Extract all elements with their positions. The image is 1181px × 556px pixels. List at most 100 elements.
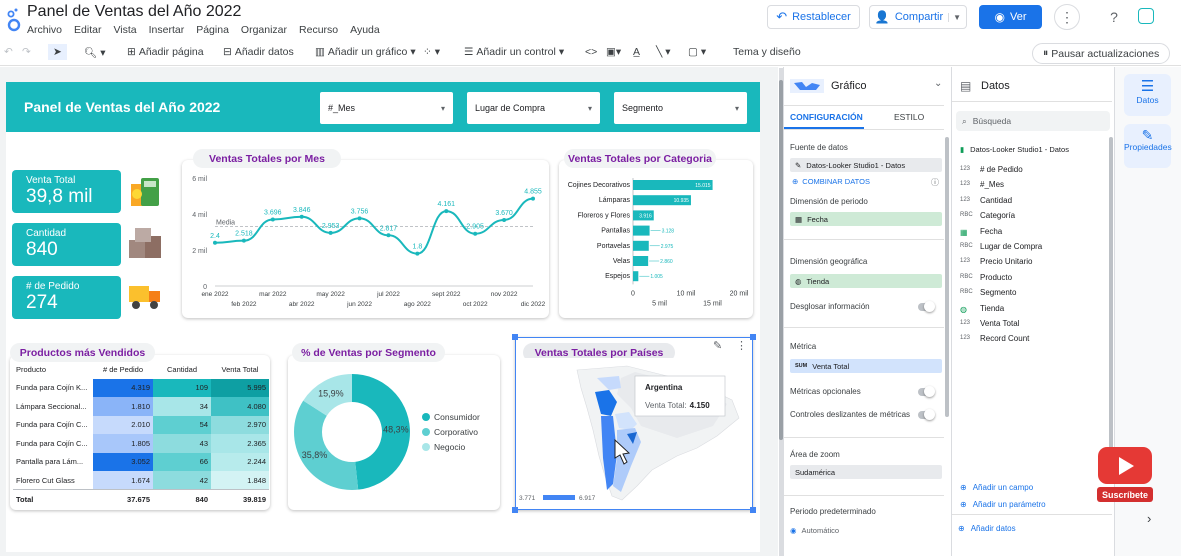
- menu-item[interactable]: Recurso: [299, 24, 339, 36]
- top-products-table[interactable]: Producto # de Pedido Cantidad Venta Tota…: [13, 360, 269, 508]
- panel-scrollbar[interactable]: [945, 137, 949, 417]
- filter-purchase-place[interactable]: Lugar de Compra ▾: [467, 92, 600, 124]
- column-header[interactable]: Cantidad: [166, 364, 198, 374]
- menu-item[interactable]: Vista: [113, 24, 137, 36]
- south-america-map[interactable]: Argentina Venta Total: 4.150 3.771 6.917: [517, 358, 752, 508]
- add-chart-button[interactable]: ▥ Añadir un gráfico ▾: [315, 46, 416, 58]
- subscribe-badge[interactable]: Suscríbete: [1097, 487, 1153, 502]
- zoom-area-select[interactable]: Sudamérica: [790, 465, 942, 479]
- tab-style[interactable]: ESTILO: [894, 112, 925, 122]
- chevron-down-icon[interactable]: ⌄: [934, 78, 943, 89]
- blend-data-button[interactable]: ⊕ COMBINAR DATOS: [792, 177, 870, 186]
- chart-icon: ▥: [315, 46, 325, 58]
- field-search-input[interactable]: ⌕ Búsqueda: [956, 111, 1110, 131]
- more-options-icon[interactable]: ⋮: [1054, 4, 1080, 30]
- data-source-chip[interactable]: ✎ Datos-Looker Studio1 - Datos: [790, 158, 942, 172]
- table-row[interactable]: Pantalla para Lám... 3.052 66 2.244: [13, 452, 269, 471]
- filter-segment[interactable]: Segmento ▾: [614, 92, 747, 124]
- field-item[interactable]: 123 #_Mes: [960, 180, 1005, 190]
- zoom-icon[interactable]: 🔍︎ ▾: [84, 47, 106, 59]
- add-parameter-button[interactable]: ⊕ Añadir un parámetro: [960, 500, 1046, 509]
- resize-handle[interactable]: [750, 334, 756, 340]
- tab-configuration[interactable]: CONFIGURACIÓN: [790, 112, 863, 122]
- youtube-play-icon[interactable]: [1098, 447, 1152, 484]
- looker-studio-logo[interactable]: [6, 6, 22, 34]
- field-item[interactable]: 123 # de Pedido: [960, 165, 1023, 174]
- auto-period-radio[interactable]: ◉ Automático: [790, 526, 840, 535]
- category-sales-bar-chart[interactable]: Cojines Decorativos 15.015 Lámparas 10.935 F…: [561, 172, 753, 312]
- embed-code-icon[interactable]: <>: [585, 46, 598, 58]
- line-icon[interactable]: ╲ ▾: [656, 46, 671, 58]
- field-item[interactable]: 123 Cantidad: [960, 195, 1013, 205]
- table-row[interactable]: Funda para Cojín K... 4.319 109 5.995: [13, 378, 269, 397]
- geo-dimension-chip[interactable]: ◍ Tienda: [790, 274, 942, 288]
- column-header[interactable]: # de Pedido: [102, 364, 144, 374]
- segment-sales-donut-chart[interactable]: 48,3% 35,8% 15,9% Consumidor Corporativo Nego…: [290, 366, 500, 506]
- add-field-button[interactable]: ⊕ Añadir un campo: [960, 483, 1034, 492]
- menu-item[interactable]: Insertar: [148, 24, 185, 36]
- image-icon[interactable]: ▣▾: [606, 46, 622, 58]
- menu-item[interactable]: Archivo: [27, 24, 63, 36]
- data-panel-scrollbar[interactable]: [1109, 137, 1113, 467]
- chevron-down-icon[interactable]: ▼: [948, 12, 961, 22]
- filter-month[interactable]: #_Mes ▾: [320, 92, 453, 124]
- chevron-right-icon[interactable]: ›: [1147, 511, 1152, 526]
- column-header[interactable]: Venta Total: [221, 364, 259, 374]
- menu-item[interactable]: Página: [196, 24, 229, 36]
- kpi-orders[interactable]: # de Pedido 274: [12, 276, 121, 319]
- reset-button[interactable]: ↶ Restablecer: [767, 5, 860, 29]
- text-icon[interactable]: A̲: [633, 46, 641, 58]
- select-pointer-icon[interactable]: ➤: [48, 44, 67, 60]
- field-item[interactable]: ◍ Tienda: [960, 303, 1005, 314]
- column-header[interactable]: Producto: [16, 364, 47, 374]
- resize-handle[interactable]: [512, 334, 518, 340]
- field-item[interactable]: RBC Segmento: [960, 288, 1017, 298]
- resize-handle[interactable]: [512, 507, 518, 513]
- help-icon[interactable]: ?: [1110, 9, 1118, 25]
- table-row[interactable]: Florero Cut Glass 1.674 42 1.848: [13, 471, 269, 490]
- more-options-icon[interactable]: ⋮: [736, 340, 747, 352]
- data-source-item[interactable]: ▮ Datos-Looker Studio1 - Datos: [960, 145, 1069, 154]
- community-viz-icon[interactable]: ⁘ ▾: [423, 46, 440, 58]
- shape-icon[interactable]: ▢ ▾: [688, 46, 707, 58]
- add-data-button[interactable]: ⊟ Añadir datos: [223, 46, 294, 58]
- menu-item[interactable]: Ayuda: [350, 24, 380, 36]
- resize-handle[interactable]: [750, 507, 756, 513]
- redo-icon[interactable]: ↷: [22, 46, 31, 58]
- edit-pencil-icon[interactable]: ✎: [713, 340, 723, 352]
- menu-item[interactable]: Editar: [74, 24, 102, 36]
- theme-button[interactable]: Tema y diseño: [733, 46, 801, 58]
- field-item[interactable]: 123 Precio Unitario: [960, 257, 1033, 267]
- monthly-sales-line-chart[interactable]: 0 2 mil 4 mil 6 mil Media 2.4 ene 2022 2.518 feb…: [185, 170, 547, 312]
- drill-down-toggle[interactable]: [918, 301, 935, 312]
- table-row[interactable]: Lámpara Seccional... 1.810 34 4.080: [13, 397, 269, 416]
- field-item[interactable]: RBC Lugar de Compra: [960, 242, 1043, 251]
- add-control-button[interactable]: ☰ Añadir un control ▾: [464, 46, 565, 58]
- rail-data-button[interactable]: ☰ Datos: [1124, 74, 1171, 116]
- kpi-quantity[interactable]: Cantidad 840: [12, 223, 121, 266]
- rail-properties-button[interactable]: ✎ Propiedades: [1124, 124, 1172, 168]
- help-icon[interactable]: ⓘ: [931, 178, 939, 187]
- share-button[interactable]: 👤 Compartir ▼: [869, 5, 967, 29]
- undo-icon[interactable]: ↶: [4, 46, 13, 58]
- table-row[interactable]: Funda para Cojín C... 2.010 54 2.970: [13, 415, 269, 434]
- kpi-total-sales[interactable]: Venta Total 39,8 mil: [12, 170, 121, 213]
- field-item[interactable]: 123 Venta Total: [960, 319, 1020, 328]
- add-data-button[interactable]: ⊕ Añadir datos: [958, 524, 1016, 533]
- field-item[interactable]: ▦ Fecha: [960, 226, 1003, 237]
- account-avatar[interactable]: [1138, 8, 1154, 24]
- document-title[interactable]: Panel de Ventas del Año 2022: [27, 3, 242, 20]
- pause-updates-button[interactable]: ⏸ Pausar actualizaciones: [1032, 43, 1171, 64]
- field-item[interactable]: 123 Record Count: [960, 334, 1030, 344]
- metric-sliders-toggle[interactable]: [918, 409, 935, 420]
- canvas-scrollbar-thumb[interactable]: [779, 80, 783, 440]
- optional-metrics-toggle[interactable]: [918, 386, 935, 397]
- date-dimension-chip[interactable]: ▦ Fecha: [790, 212, 942, 226]
- field-item[interactable]: RBC Categoría: [960, 211, 1016, 221]
- view-button[interactable]: ◉ Ver: [979, 5, 1042, 29]
- field-item[interactable]: RBC Producto: [960, 272, 1013, 282]
- table-row[interactable]: Funda para Cojín C... 1.805 43 2.365: [13, 434, 269, 453]
- menu-item[interactable]: Organizar: [240, 24, 288, 36]
- metric-chip[interactable]: SUM Venta Total: [790, 359, 942, 373]
- add-page-button[interactable]: ⊞ Añadir página: [127, 46, 204, 58]
